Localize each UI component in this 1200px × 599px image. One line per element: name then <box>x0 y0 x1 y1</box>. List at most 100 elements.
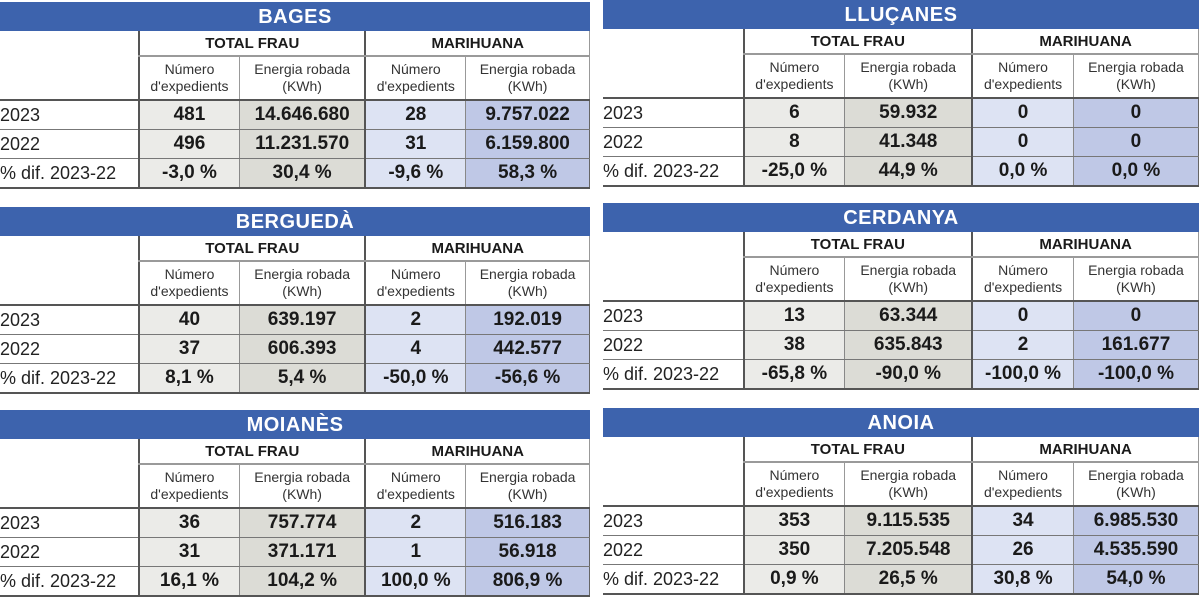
col-header-total-energy: Energia robada (KWh) <box>844 54 973 99</box>
total-energy-cell: 14.646.680 <box>238 100 366 130</box>
total-num-cell: 6 <box>742 98 845 128</box>
table-row: 2022 496 11.231.570 31 6.159.800 <box>0 129 590 159</box>
group-header-row: TOTAL FRAU MARIHUANA <box>603 437 1200 463</box>
total-num-cell: 40 <box>138 305 240 335</box>
total-num-cell: 16,1 % <box>138 566 240 597</box>
row-label: 2023 <box>0 508 140 538</box>
col-header-total-num: Número d'expedients <box>138 261 240 306</box>
total-num-cell: -3,0 % <box>138 158 240 189</box>
mar-num-cell: 30,8 % <box>971 564 1074 595</box>
table-row: 2023 13 63.344 0 0 <box>603 301 1200 331</box>
mar-energy-cell: 58,3 % <box>465 158 590 189</box>
mar-num-cell: 0 <box>971 301 1074 331</box>
mar-num-cell: 34 <box>971 506 1074 536</box>
row-label: 2022 <box>603 535 744 565</box>
table-row: % dif. 2023-22 -65,8 % -90,0 % -100,0 % -100… <box>603 359 1200 390</box>
region-title: CERDANYA <box>603 203 1199 232</box>
col-header-total-energy: Energia robada (KWh) <box>844 257 973 302</box>
total-num-cell: 8 <box>742 127 845 157</box>
total-num-cell: -25,0 % <box>742 156 845 187</box>
col-header-mar-energy: Energia robada (KWh) <box>465 261 590 306</box>
mar-num-cell: 2 <box>364 508 466 538</box>
row-label: 2023 <box>603 98 744 128</box>
table-row: 2022 38 635.843 2 161.677 <box>603 330 1200 360</box>
table-row: 2023 481 14.646.680 28 9.757.022 <box>0 100 590 130</box>
mar-energy-cell: 192.019 <box>465 305 590 335</box>
group-header-row: TOTAL FRAU MARIHUANA <box>0 31 591 57</box>
col-header-mar-num: Número d'expedients <box>364 56 466 101</box>
region-title: MOIANÈS <box>0 410 590 439</box>
mar-energy-cell: 54,0 % <box>1072 564 1200 595</box>
row-label: % dif. 2023-22 <box>0 363 140 394</box>
region-title: ANOIA <box>603 408 1199 437</box>
row-label: 2023 <box>603 506 744 536</box>
group-header-total-frau: TOTAL FRAU <box>742 437 973 463</box>
mar-num-cell: 28 <box>364 100 466 130</box>
total-energy-cell: 7.205.548 <box>844 535 973 565</box>
mar-num-cell: 4 <box>364 334 466 364</box>
group-header-marihuana: MARIHUANA <box>971 29 1200 55</box>
col-header-total-energy: Energia robada (KWh) <box>238 56 366 101</box>
total-energy-cell: 639.197 <box>238 305 366 335</box>
group-header-marihuana: MARIHUANA <box>364 236 591 262</box>
table-row: % dif. 2023-22 8,1 % 5,4 % -50,0 % -56,6 % <box>0 363 590 394</box>
row-label: % dif. 2023-22 <box>0 158 140 189</box>
row-label: 2022 <box>603 330 744 360</box>
mar-num-cell: 0,0 % <box>971 156 1074 187</box>
total-energy-cell: -90,0 % <box>844 359 973 390</box>
total-energy-cell: 606.393 <box>238 334 366 364</box>
group-header-row: TOTAL FRAU MARIHUANA <box>603 29 1200 55</box>
table-row: % dif. 2023-22 0,9 % 26,5 % 30,8 % 54,0 % <box>603 564 1200 595</box>
group-header-total-frau: TOTAL FRAU <box>742 29 973 55</box>
col-header-total-energy: Energia robada (KWh) <box>238 261 366 306</box>
data-table: TOTAL FRAU MARIHUANA Número d'expedients … <box>0 31 591 189</box>
region-title: BAGES <box>0 2 590 31</box>
mar-energy-cell: 161.677 <box>1072 330 1200 360</box>
mar-energy-cell: 806,9 % <box>465 566 590 597</box>
group-header-row: TOTAL FRAU MARIHUANA <box>0 236 591 262</box>
mar-energy-cell: 442.577 <box>465 334 590 364</box>
group-header-marihuana: MARIHUANA <box>364 439 591 465</box>
total-num-cell: 0,9 % <box>742 564 845 595</box>
total-num-cell: 8,1 % <box>138 363 240 394</box>
mar-num-cell: 2 <box>971 330 1074 360</box>
mar-num-cell: 0 <box>971 98 1074 128</box>
total-num-cell: 36 <box>138 508 240 538</box>
col-header-mar-energy: Energia robada (KWh) <box>1072 54 1200 99</box>
group-header-marihuana: MARIHUANA <box>971 437 1200 463</box>
table-row: 2022 350 7.205.548 26 4.535.590 <box>603 535 1200 565</box>
sub-header-row: Número d'expedients Energia robada (KWh) N… <box>603 462 1200 507</box>
mar-energy-cell: 0,0 % <box>1072 156 1200 187</box>
group-header-row: TOTAL FRAU MARIHUANA <box>603 232 1200 258</box>
group-header-total-frau: TOTAL FRAU <box>742 232 973 258</box>
table-row: 2023 6 59.932 0 0 <box>603 98 1200 128</box>
data-table: TOTAL FRAU MARIHUANA Número d'expedients … <box>0 439 591 597</box>
col-header-mar-num: Número d'expedients <box>971 54 1074 99</box>
mar-energy-cell: 6.985.530 <box>1072 506 1200 536</box>
table-row: 2023 36 757.774 2 516.183 <box>0 508 590 538</box>
data-table: TOTAL FRAU MARIHUANA Número d'expedients … <box>603 29 1200 187</box>
mar-energy-cell: -56,6 % <box>465 363 590 394</box>
mar-energy-cell: -100,0 % <box>1072 359 1200 390</box>
region-table-lluçanes: LLUÇANES TOTAL FRAU MARIHUANA Número d'ex… <box>603 0 1200 187</box>
total-energy-cell: 41.348 <box>844 127 973 157</box>
row-label: 2022 <box>603 127 744 157</box>
sub-header-row: Número d'expedients Energia robada (KWh) N… <box>603 54 1200 99</box>
col-header-total-num: Número d'expedients <box>138 464 240 509</box>
col-header-mar-energy: Energia robada (KWh) <box>1072 462 1200 507</box>
col-header-total-num: Número d'expedients <box>138 56 240 101</box>
total-energy-cell: 59.932 <box>844 98 973 128</box>
total-energy-cell: 371.171 <box>238 537 366 567</box>
col-header-mar-num: Número d'expedients <box>971 462 1074 507</box>
group-header-total-frau: TOTAL FRAU <box>138 236 366 262</box>
total-energy-cell: 5,4 % <box>238 363 366 394</box>
mar-energy-cell: 9.757.022 <box>465 100 590 130</box>
region-table-moianès: MOIANÈS TOTAL FRAU MARIHUANA Número d'exp… <box>0 410 591 597</box>
mar-num-cell: -50,0 % <box>364 363 466 394</box>
group-header-total-frau: TOTAL FRAU <box>138 439 366 465</box>
mar-num-cell: 1 <box>364 537 466 567</box>
mar-num-cell: -100,0 % <box>971 359 1074 390</box>
mar-energy-cell: 56.918 <box>465 537 590 567</box>
total-energy-cell: 9.115.535 <box>844 506 973 536</box>
total-num-cell: 496 <box>138 129 240 159</box>
